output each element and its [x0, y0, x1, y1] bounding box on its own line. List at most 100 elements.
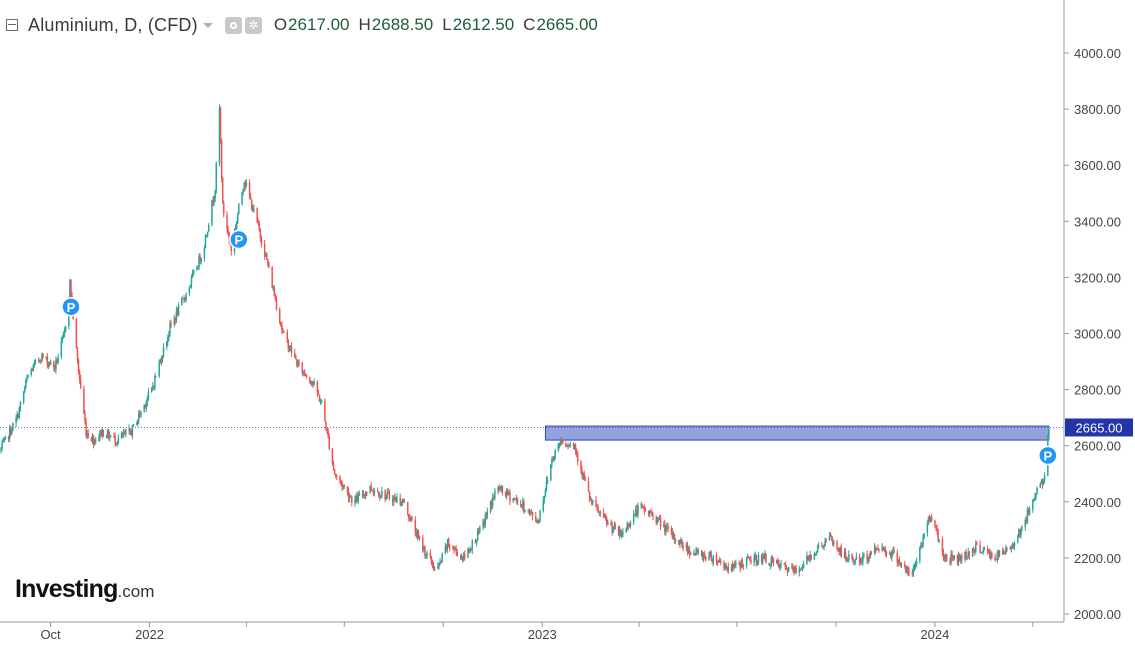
- candle[interactable]: [588, 491, 591, 503]
- candle[interactable]: [599, 510, 602, 518]
- candle[interactable]: [477, 528, 480, 536]
- candle[interactable]: [281, 322, 283, 334]
- candle[interactable]: [377, 491, 380, 498]
- candle[interactable]: [922, 534, 924, 548]
- candle[interactable]: [944, 553, 947, 563]
- candle[interactable]: [290, 342, 293, 357]
- candle[interactable]: [188, 286, 191, 297]
- candle[interactable]: [294, 348, 296, 359]
- candle[interactable]: [339, 474, 341, 484]
- candle[interactable]: [753, 553, 755, 567]
- candle[interactable]: [557, 442, 560, 453]
- candle[interactable]: [106, 428, 109, 439]
- candle[interactable]: [877, 544, 879, 551]
- candle[interactable]: [642, 505, 645, 509]
- candle[interactable]: [976, 541, 978, 546]
- candle[interactable]: [739, 562, 741, 573]
- candle[interactable]: [536, 519, 538, 524]
- candle[interactable]: [998, 549, 1001, 558]
- candle[interactable]: [957, 551, 960, 567]
- candle[interactable]: [376, 487, 379, 493]
- candle[interactable]: [1041, 478, 1044, 489]
- candle[interactable]: [515, 494, 518, 504]
- candle[interactable]: [800, 567, 803, 570]
- candle[interactable]: [695, 546, 697, 556]
- candle[interactable]: [320, 399, 323, 404]
- candle[interactable]: [567, 442, 569, 450]
- candle[interactable]: [11, 426, 13, 435]
- candle[interactable]: [558, 442, 561, 449]
- candle[interactable]: [1018, 528, 1020, 538]
- candle[interactable]: [326, 427, 328, 435]
- candle[interactable]: [62, 331, 65, 339]
- candle[interactable]: [863, 552, 865, 559]
- candle[interactable]: [913, 562, 916, 572]
- candle[interactable]: [734, 560, 736, 569]
- candle[interactable]: [371, 489, 373, 492]
- candle[interactable]: [727, 562, 730, 574]
- candle[interactable]: [554, 448, 556, 460]
- candle[interactable]: [403, 498, 406, 503]
- candle[interactable]: [491, 493, 494, 509]
- candle[interactable]: [874, 545, 877, 554]
- candle[interactable]: [590, 497, 593, 506]
- candle[interactable]: [60, 336, 63, 360]
- candle[interactable]: [836, 539, 838, 551]
- candle[interactable]: [471, 539, 474, 555]
- candle[interactable]: [991, 551, 993, 559]
- candle[interactable]: [94, 436, 97, 444]
- candle[interactable]: [606, 515, 608, 528]
- candle[interactable]: [10, 425, 12, 437]
- candle[interactable]: [237, 212, 239, 225]
- candle[interactable]: [786, 567, 789, 576]
- candle[interactable]: [637, 502, 639, 519]
- candle[interactable]: [898, 556, 901, 566]
- candle[interactable]: [297, 359, 299, 368]
- candle[interactable]: [479, 525, 481, 534]
- candle[interactable]: [394, 493, 396, 501]
- candle[interactable]: [418, 535, 421, 541]
- candle[interactable]: [867, 556, 869, 565]
- candle[interactable]: [618, 525, 621, 540]
- candle[interactable]: [249, 193, 252, 200]
- candle[interactable]: [348, 493, 351, 503]
- candle[interactable]: [173, 314, 176, 328]
- candle[interactable]: [764, 550, 766, 561]
- candle[interactable]: [674, 538, 677, 544]
- candle[interactable]: [37, 357, 40, 364]
- candle[interactable]: [143, 404, 145, 413]
- candle[interactable]: [399, 493, 401, 507]
- candle[interactable]: [679, 539, 681, 549]
- candle[interactable]: [627, 522, 630, 530]
- candle[interactable]: [907, 565, 909, 576]
- candle[interactable]: [446, 538, 449, 553]
- candle[interactable]: [843, 548, 846, 559]
- candle[interactable]: [120, 431, 123, 439]
- candle[interactable]: [92, 434, 95, 449]
- candle[interactable]: [226, 211, 228, 234]
- candle[interactable]: [681, 539, 683, 549]
- candle[interactable]: [8, 424, 11, 443]
- candle[interactable]: [181, 296, 183, 306]
- candle[interactable]: [69, 278, 71, 300]
- candle[interactable]: [1033, 498, 1035, 503]
- candle[interactable]: [167, 334, 169, 346]
- candle[interactable]: [274, 293, 277, 302]
- candle[interactable]: [964, 551, 966, 563]
- candle[interactable]: [87, 429, 89, 439]
- candle[interactable]: [40, 358, 42, 365]
- candle[interactable]: [168, 330, 170, 342]
- candle[interactable]: [161, 355, 164, 364]
- candle[interactable]: [343, 484, 346, 490]
- candle[interactable]: [223, 200, 225, 218]
- candle[interactable]: [184, 296, 186, 303]
- candle[interactable]: [3, 437, 6, 443]
- candle[interactable]: [98, 433, 100, 442]
- candle[interactable]: [543, 495, 546, 504]
- candle[interactable]: [700, 549, 703, 557]
- candle[interactable]: [99, 429, 101, 442]
- candle[interactable]: [278, 307, 281, 325]
- candle[interactable]: [656, 516, 659, 525]
- candle[interactable]: [25, 378, 27, 390]
- candle[interactable]: [538, 519, 540, 524]
